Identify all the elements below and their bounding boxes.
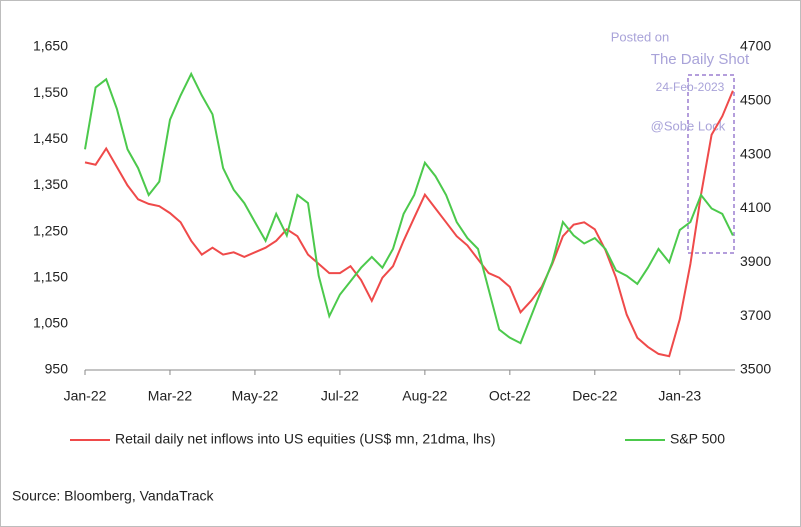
watermark: 24-Feb-2023 <box>656 80 725 94</box>
y-tick-label: 1,050 <box>33 315 68 331</box>
series-line <box>84 90 734 358</box>
y2-tick-label: 3500 <box>740 361 771 377</box>
y-tick-label: 950 <box>45 361 69 377</box>
x-tick-label: Mar-22 <box>148 388 193 404</box>
highlight-box <box>687 74 735 254</box>
x-tick-label: Dec-22 <box>572 388 617 404</box>
x-tick-label: Jul-22 <box>321 388 359 404</box>
watermark: Posted on <box>611 29 670 44</box>
source-note: Source: Bloomberg, VandaTrack <box>12 488 215 504</box>
y-tick-label: 1,150 <box>33 268 68 284</box>
x-tick-label: Jan-23 <box>658 388 701 404</box>
legend-label: Retail daily net inflows into US equitie… <box>115 431 496 447</box>
y2-tick-label: 4100 <box>740 199 771 215</box>
y-tick-label: 1,550 <box>33 84 68 100</box>
y-tick-label: 1,450 <box>33 130 68 146</box>
y-tick-label: 1,350 <box>33 176 68 192</box>
watermark: @Sobe Lock <box>651 118 726 133</box>
y2-tick-label: 3700 <box>740 307 771 323</box>
y2-tick-label: 4700 <box>740 38 771 54</box>
x-tick-label: Jan-22 <box>64 388 107 404</box>
y2-tick-label: 4500 <box>740 92 771 108</box>
y-tick-label: 1,650 <box>33 38 68 54</box>
watermark: The Daily Shot <box>651 51 750 68</box>
x-tick-label: May-22 <box>232 388 279 404</box>
x-tick-label: Aug-22 <box>402 388 447 404</box>
legend-label: S&P 500 <box>670 431 725 447</box>
y2-tick-label: 3900 <box>740 253 771 269</box>
y2-tick-label: 4300 <box>740 145 771 161</box>
y-tick-label: 1,250 <box>33 222 68 238</box>
series-line <box>84 71 734 345</box>
x-tick-label: Oct-22 <box>489 388 531 404</box>
